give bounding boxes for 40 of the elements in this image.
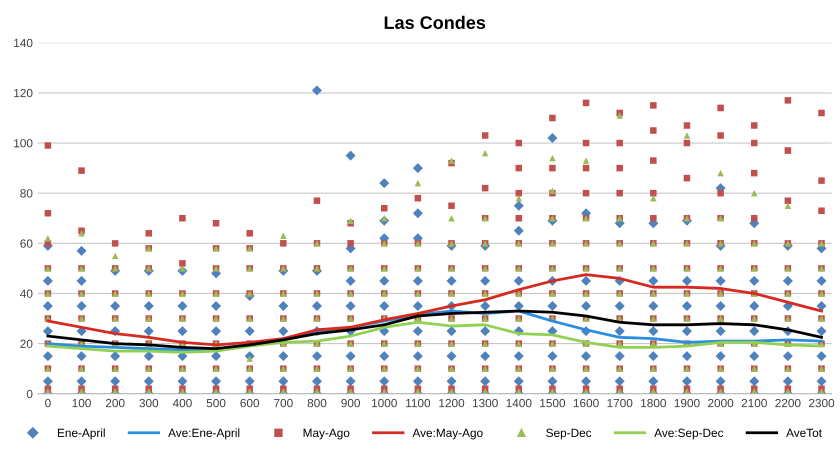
x-tick-label: 1900 [674, 398, 700, 408]
x-tick-label: 2300 [808, 398, 834, 408]
x-tick-label: 1700 [607, 398, 632, 408]
y-tick-label: 20 [20, 340, 32, 348]
legend-label: Ave:May-Ago [412, 428, 483, 440]
y-tick-label: 0 [26, 390, 32, 398]
y-tick-label: 140 [14, 38, 32, 48]
legend-label: Ave:Sep-Dec [654, 428, 724, 440]
x-tick-label: 600 [240, 398, 260, 408]
legend-label: Ave:Ene-April [168, 428, 240, 440]
legend-label: Ene-April [58, 428, 105, 440]
x-tick-label: 900 [341, 398, 360, 408]
x-tick-label: 2100 [742, 398, 767, 408]
x-tick-label: 200 [106, 398, 125, 408]
y-tick-label: 120 [14, 88, 32, 98]
x-tick-label: 0 [45, 398, 51, 408]
y-tick-label: 60 [20, 239, 32, 248]
y-tick-label: 100 [14, 139, 32, 148]
x-tick-label: 2000 [708, 398, 734, 408]
legend-label: AveTot [786, 428, 822, 438]
x-tick-label: 800 [308, 398, 326, 408]
x-tick-label: 700 [274, 398, 293, 408]
x-tick-label: 1800 [641, 398, 666, 408]
x-tick-label: 1100 [406, 398, 430, 408]
x-tick-label: 300 [139, 398, 158, 408]
x-tick-label: 2200 [775, 398, 801, 408]
y-tick-label: 40 [20, 290, 32, 298]
x-tick-label: 1500 [540, 398, 566, 408]
x-tick-label: 1000 [372, 398, 397, 408]
x-tick-label: 100 [72, 398, 91, 408]
y-tick-label: 80 [20, 189, 32, 198]
legend-label: May-Ago [304, 428, 350, 440]
x-tick-label: 1300 [472, 398, 498, 408]
x-tick-label: 400 [172, 398, 192, 408]
x-tick-label: 1400 [506, 398, 532, 408]
x-tick-label: 1200 [439, 398, 464, 408]
legend-label: Sep-Dec [546, 428, 592, 440]
chart-title: Las Condes [384, 16, 486, 30]
x-tick-label: 500 [206, 398, 226, 408]
x-tick-label: 1600 [574, 398, 599, 408]
